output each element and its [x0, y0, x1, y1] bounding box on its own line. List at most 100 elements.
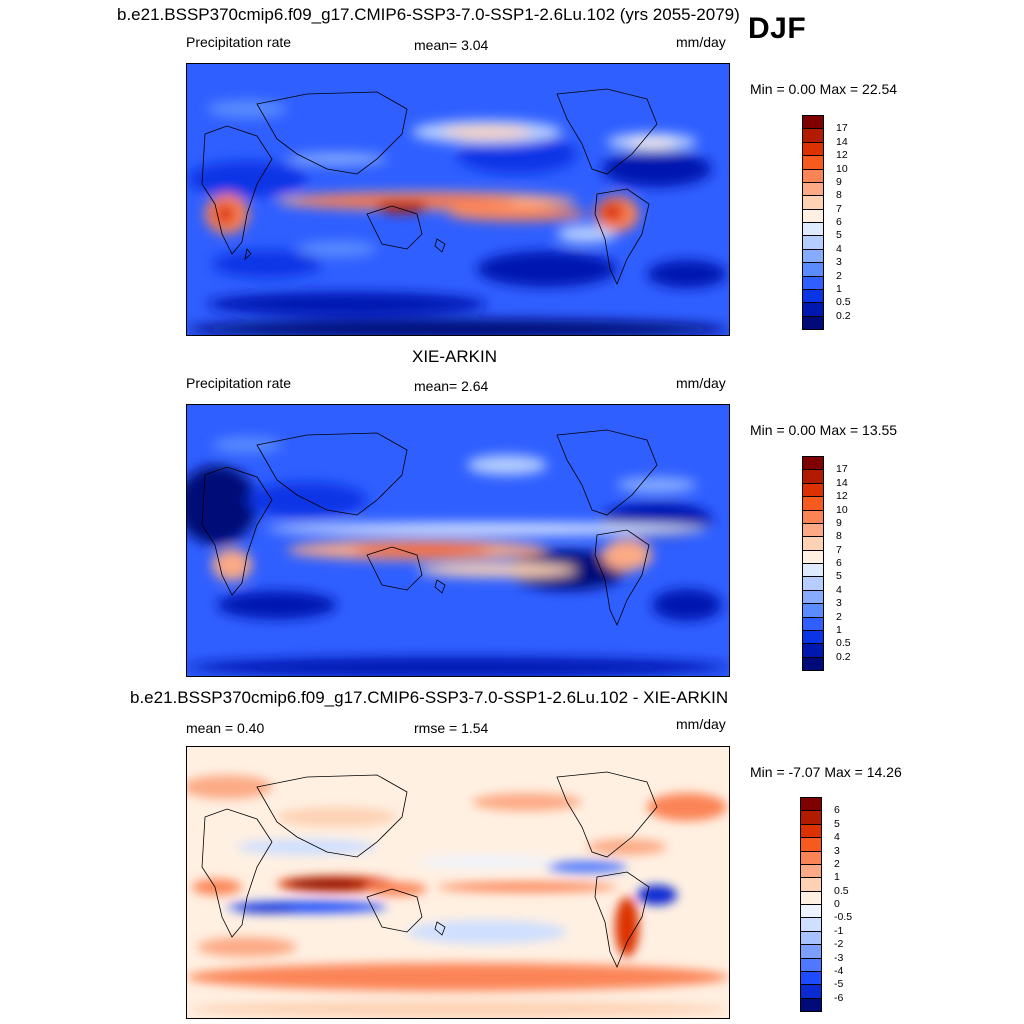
colorbar-tick-label: 1: [836, 623, 842, 636]
colorbar-swatch: [800, 930, 822, 946]
colorbar-swatch: [800, 904, 822, 919]
colorbar-swatch: [802, 643, 824, 658]
colorbar-tick-label: 0.5: [836, 296, 851, 309]
colorbar-swatch: [800, 917, 822, 932]
panel-model-title: b.e21.BSSP370cmip6.f09_g17.CMIP6-SSP3-7.…: [117, 5, 740, 24]
colorbar-swatch: [802, 222, 824, 237]
colorbar-tick-label: -2: [834, 938, 844, 951]
colorbar-tick-label: 6: [836, 557, 842, 569]
panel-diff-title: b.e21.BSSP370cmip6.f09_g17.CMIP6-SSP3-7.…: [130, 688, 729, 707]
colorbar-swatch: [802, 235, 824, 250]
colorbar-swatch: [802, 128, 824, 143]
colorbar-swatch: [800, 877, 822, 892]
panel-diff-minmax: Min = -7.07 Max = 14.26: [750, 764, 902, 780]
colorbar-tick-label: 8: [836, 189, 842, 202]
colorbar-tick-label: 0.5: [834, 884, 849, 897]
panel-obs-title: XIE-ARKIN: [412, 347, 498, 366]
panel-obs-variable-label: Precipitation rate: [186, 375, 292, 391]
colorbar-swatch: [802, 248, 824, 264]
colorbar-swatch: [802, 536, 824, 551]
colorbar-swatch: [802, 589, 824, 605]
colorbar-tick-label: 14: [836, 135, 848, 148]
colorbar-swatch: [802, 155, 824, 170]
panel-obs-colorbar: 17 14 12 10 9 8 7 6 5 4 3 2 1 0.5 0.2: [802, 456, 892, 671]
colorbar-tick-label: 2: [834, 857, 840, 870]
colorbar-tick-label: 10: [836, 162, 848, 175]
colorbar-swatch: [802, 603, 824, 618]
panel-model-variable-label: Precipitation rate: [186, 34, 292, 50]
colorbar-swatch: [800, 810, 822, 825]
panel-diff-rmse: rmse = 1.54: [414, 720, 489, 736]
colorbar-swatch: [802, 629, 824, 645]
colorbar-swatch: [802, 195, 824, 210]
colorbar-swatch: [802, 141, 824, 157]
colorbar-swatch: [802, 549, 824, 564]
colorbar-tick-label: 6: [836, 216, 842, 228]
panel-model-colorbar: 17 14 12 10 9 8 7 6 5 4 3 2 1 0.5 0.2: [802, 115, 892, 330]
colorbar-swatch: [800, 944, 822, 959]
panel-model-map: [186, 63, 730, 336]
colorbar-swatch: [802, 168, 824, 183]
panel-diff-mean: mean = 0.40: [186, 720, 265, 736]
colorbar-tick-label: 0: [834, 898, 840, 910]
colorbar-swatch: [802, 208, 824, 223]
colorbar-tick-label: 8: [836, 530, 842, 543]
colorbar-tick-label: 3: [836, 597, 842, 610]
colorbar-tick-label: 12: [836, 149, 848, 162]
colorbar-swatch: [802, 563, 824, 578]
panel-model-units: mm/day: [676, 34, 726, 50]
colorbar-swatch: [800, 797, 822, 812]
colorbar-swatch: [800, 970, 822, 986]
colorbar-tick-label: 0.5: [836, 637, 851, 650]
colorbar-tick-label: 9: [836, 175, 842, 188]
panel-model-mean: mean= 3.04: [414, 37, 489, 53]
colorbar-tick-label: 2: [836, 269, 842, 282]
colorbar-tick-label: 10: [836, 503, 848, 516]
colorbar-swatch: [800, 984, 822, 999]
panel-model-minmax: Min = 0.00 Max = 22.54: [750, 81, 898, 97]
colorbar-tick-label: 4: [836, 242, 842, 255]
colorbar-swatch: [802, 469, 824, 484]
colorbar-tick-label: 0.2: [836, 650, 851, 663]
colorbar-tick-label: 17: [836, 122, 848, 135]
colorbar-swatch: [802, 656, 824, 671]
colorbar-tick-label: -5: [834, 978, 844, 991]
colorbar-swatch: [802, 115, 824, 130]
colorbar-tick-label: 1: [834, 871, 840, 884]
panel-obs-units: mm/day: [676, 375, 726, 391]
colorbar-tick-label: 1: [836, 282, 842, 295]
colorbar-tick-label: -4: [834, 964, 844, 977]
colorbar-swatch: [800, 997, 822, 1012]
colorbar-swatch: [800, 890, 822, 905]
colorbar-tick-label: 5: [836, 570, 842, 583]
colorbar-swatch: [800, 957, 822, 972]
colorbar-swatch: [800, 823, 822, 839]
colorbar-swatch: [802, 616, 824, 631]
panel-obs-minmax: Min = 0.00 Max = 13.55: [750, 422, 898, 438]
colorbar-tick-label: 5: [834, 817, 840, 830]
colorbar-swatch: [802, 275, 824, 290]
colorbar-swatch: [800, 837, 822, 852]
colorbar-tick-label: 5: [836, 229, 842, 242]
colorbar-tick-label: 12: [836, 490, 848, 503]
colorbar-tick-label: 2: [836, 610, 842, 623]
panel-diff-colorbar: 6 5 4 3 2 1 0.5 0 -0.5 -1 -2 -3 -4 -5 -6: [800, 797, 890, 1012]
colorbar-swatch: [800, 850, 822, 865]
colorbar-tick-label: 6: [834, 804, 840, 817]
colorbar-swatch: [802, 262, 824, 277]
colorbar-tick-label: 4: [836, 583, 842, 596]
colorbar-tick-label: 14: [836, 476, 848, 489]
colorbar-tick-label: -0.5: [834, 911, 853, 924]
colorbar-swatch: [802, 522, 824, 538]
colorbar-swatch: [802, 302, 824, 317]
panel-obs-mean: mean= 2.64: [414, 378, 489, 394]
colorbar-tick-label: 9: [836, 516, 842, 529]
season-label: DJF: [748, 12, 807, 45]
colorbar-swatch: [802, 288, 824, 304]
colorbar-swatch: [802, 456, 824, 471]
colorbar-swatch: [802, 509, 824, 524]
panel-diff-map: [186, 746, 730, 1019]
colorbar-swatch: [802, 576, 824, 591]
colorbar-tick-label: 17: [836, 463, 848, 476]
colorbar-tick-label: -1: [834, 924, 844, 937]
